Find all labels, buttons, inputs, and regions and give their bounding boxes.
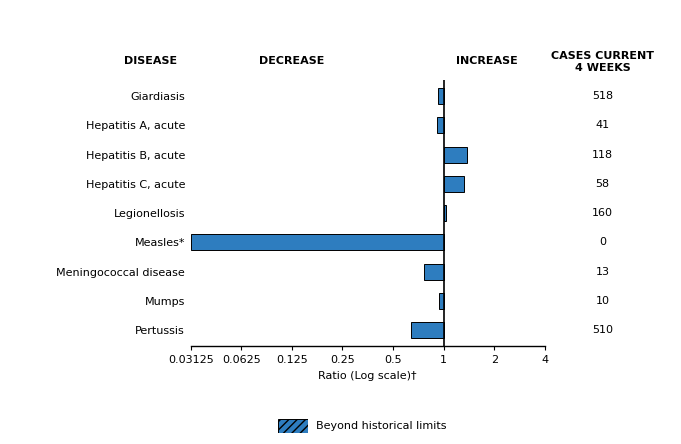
Bar (411, 322, 443, 338)
Text: 13: 13 (596, 267, 609, 277)
Bar (443, 147, 467, 163)
Text: 518: 518 (592, 91, 614, 101)
Bar (439, 293, 443, 309)
Bar (437, 117, 443, 133)
Text: 160: 160 (592, 208, 613, 218)
Text: 10: 10 (596, 296, 609, 306)
Text: DISEASE: DISEASE (124, 56, 177, 66)
Text: DECREASE: DECREASE (259, 56, 325, 66)
X-axis label: Ratio (Log scale)†: Ratio (Log scale)† (319, 371, 417, 381)
Text: 41: 41 (596, 120, 609, 130)
Text: 58: 58 (596, 179, 609, 189)
Text: 118: 118 (592, 150, 614, 159)
Bar (443, 176, 464, 192)
Bar (439, 88, 443, 104)
Text: INCREASE: INCREASE (456, 56, 518, 66)
Text: 510: 510 (592, 325, 613, 335)
Bar (443, 205, 446, 221)
Bar (424, 264, 443, 280)
Text: Beyond historical limits: Beyond historical limits (316, 421, 447, 431)
Bar (191, 234, 443, 250)
Text: 0: 0 (599, 238, 606, 247)
Text: CASES CURRENT
4 WEEKS: CASES CURRENT 4 WEEKS (551, 51, 654, 73)
